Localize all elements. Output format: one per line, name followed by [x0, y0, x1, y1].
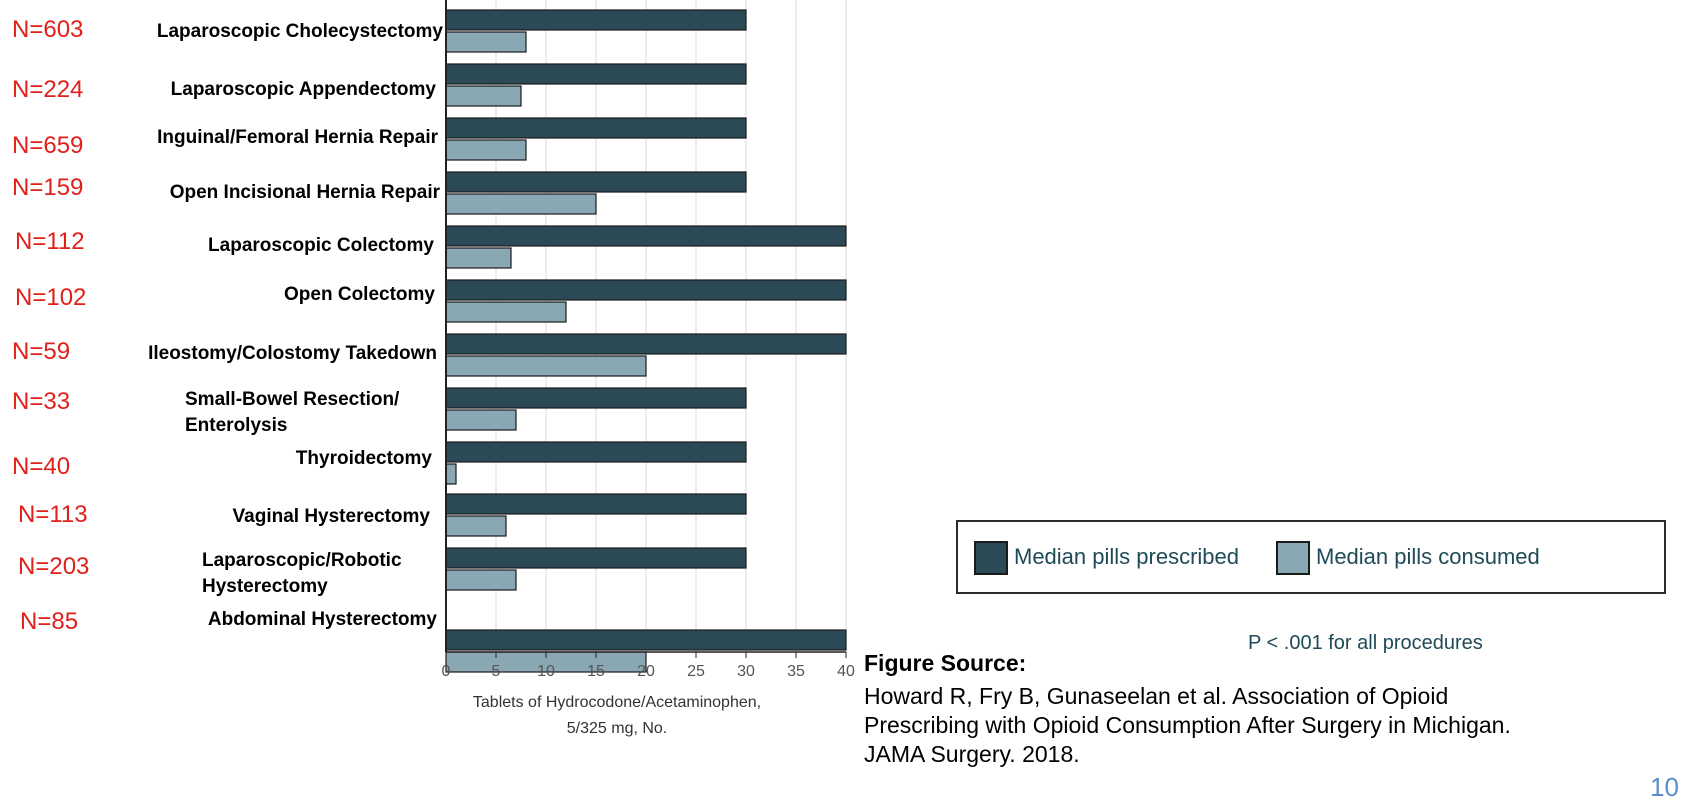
bar-consumed	[445, 85, 522, 107]
bar-consumed	[445, 139, 527, 161]
procedure-label: Open Incisional Hernia Repair	[170, 182, 441, 203]
procedure-label: Inguinal/Femoral Hernia Repair	[157, 127, 438, 148]
sample-size-label: N=33	[12, 388, 70, 415]
x-tick-label: 5	[492, 663, 501, 680]
x-tick-label: 25	[687, 663, 705, 680]
bar-prescribed	[445, 547, 747, 569]
procedure-label: Enterolysis	[185, 415, 287, 436]
bar-consumed	[445, 463, 457, 485]
slide-number: 10	[1650, 772, 1679, 802]
bar-prescribed	[445, 387, 747, 409]
bar-prescribed	[445, 441, 747, 463]
x-tick-label: 20	[637, 663, 655, 680]
bar-consumed	[445, 569, 517, 591]
legend-swatch-prescribed	[974, 541, 1008, 575]
legend-label-consumed: Median pills consumed	[1316, 544, 1540, 569]
sample-size-label: N=659	[12, 132, 83, 159]
sample-size-label: N=85	[20, 608, 78, 635]
source-citation: Howard R, Fry B, Gunaseelan et al. Assoc…	[864, 683, 1511, 767]
procedure-label: Open Colectomy	[284, 284, 435, 305]
bar-consumed	[445, 409, 517, 431]
bar-prescribed	[445, 225, 847, 247]
sample-size-label: N=112	[15, 228, 85, 255]
sample-size-label: N=603	[12, 16, 83, 43]
sample-size-label: N=102	[15, 284, 86, 311]
bar-prescribed	[445, 63, 747, 85]
sample-size-label: N=59	[12, 338, 70, 365]
procedure-label: Vaginal Hysterectomy	[233, 506, 431, 527]
procedure-label: Laparoscopic Appendectomy	[171, 79, 437, 100]
x-tick-label: 35	[787, 663, 805, 680]
x-axis-title: Tablets of Hydrocodone/Acetaminophen,	[473, 694, 761, 711]
x-tick-label: 15	[587, 663, 605, 680]
procedure-label: Laparoscopic/Robotic	[202, 550, 402, 571]
bar-prescribed	[445, 279, 847, 301]
procedure-label: Abdominal Hysterectomy	[208, 609, 438, 630]
bar-consumed	[445, 301, 567, 323]
x-axis-title: 5/325 mg, No.	[567, 720, 668, 737]
source-heading: Figure Source:	[864, 650, 1027, 676]
x-tick-label: 40	[837, 663, 855, 680]
bar-prescribed	[445, 493, 747, 515]
bar-prescribed	[445, 333, 847, 355]
bar-consumed	[445, 193, 597, 215]
procedure-label: Hysterectomy	[202, 576, 328, 597]
chart-legend: Median pills prescribed Median pills con…	[956, 520, 1666, 594]
procedure-label: Laparoscopic Cholecystectomy	[157, 21, 444, 42]
bar-consumed	[445, 31, 527, 53]
x-tick-label: 30	[737, 663, 755, 680]
bar-prescribed	[445, 629, 847, 651]
sample-size-label: N=159	[12, 174, 83, 201]
bar-prescribed	[445, 9, 747, 31]
bar-prescribed	[445, 171, 747, 193]
legend-swatch-consumed	[1276, 541, 1310, 575]
bar-consumed	[445, 247, 512, 269]
bar-consumed	[445, 515, 507, 537]
significance-note: P < .001 for all procedures	[1248, 632, 1483, 654]
procedure-label: Small-Bowel Resection/	[185, 389, 400, 410]
sample-size-label: N=203	[18, 553, 89, 580]
procedure-label: Ileostomy/Colostomy Takedown	[148, 343, 437, 364]
x-tick-label: 0	[442, 663, 451, 680]
sample-size-label: N=224	[12, 76, 83, 103]
sample-size-label: N=113	[18, 501, 88, 528]
bar-consumed	[445, 355, 647, 377]
x-tick-label: 10	[537, 663, 555, 680]
bar-prescribed	[445, 117, 747, 139]
procedure-label: Thyroidectomy	[296, 448, 433, 469]
sample-size-label: N=40	[12, 453, 70, 480]
legend-label-prescribed: Median pills prescribed	[1014, 544, 1239, 569]
procedure-label: Laparoscopic Colectomy	[208, 235, 434, 256]
